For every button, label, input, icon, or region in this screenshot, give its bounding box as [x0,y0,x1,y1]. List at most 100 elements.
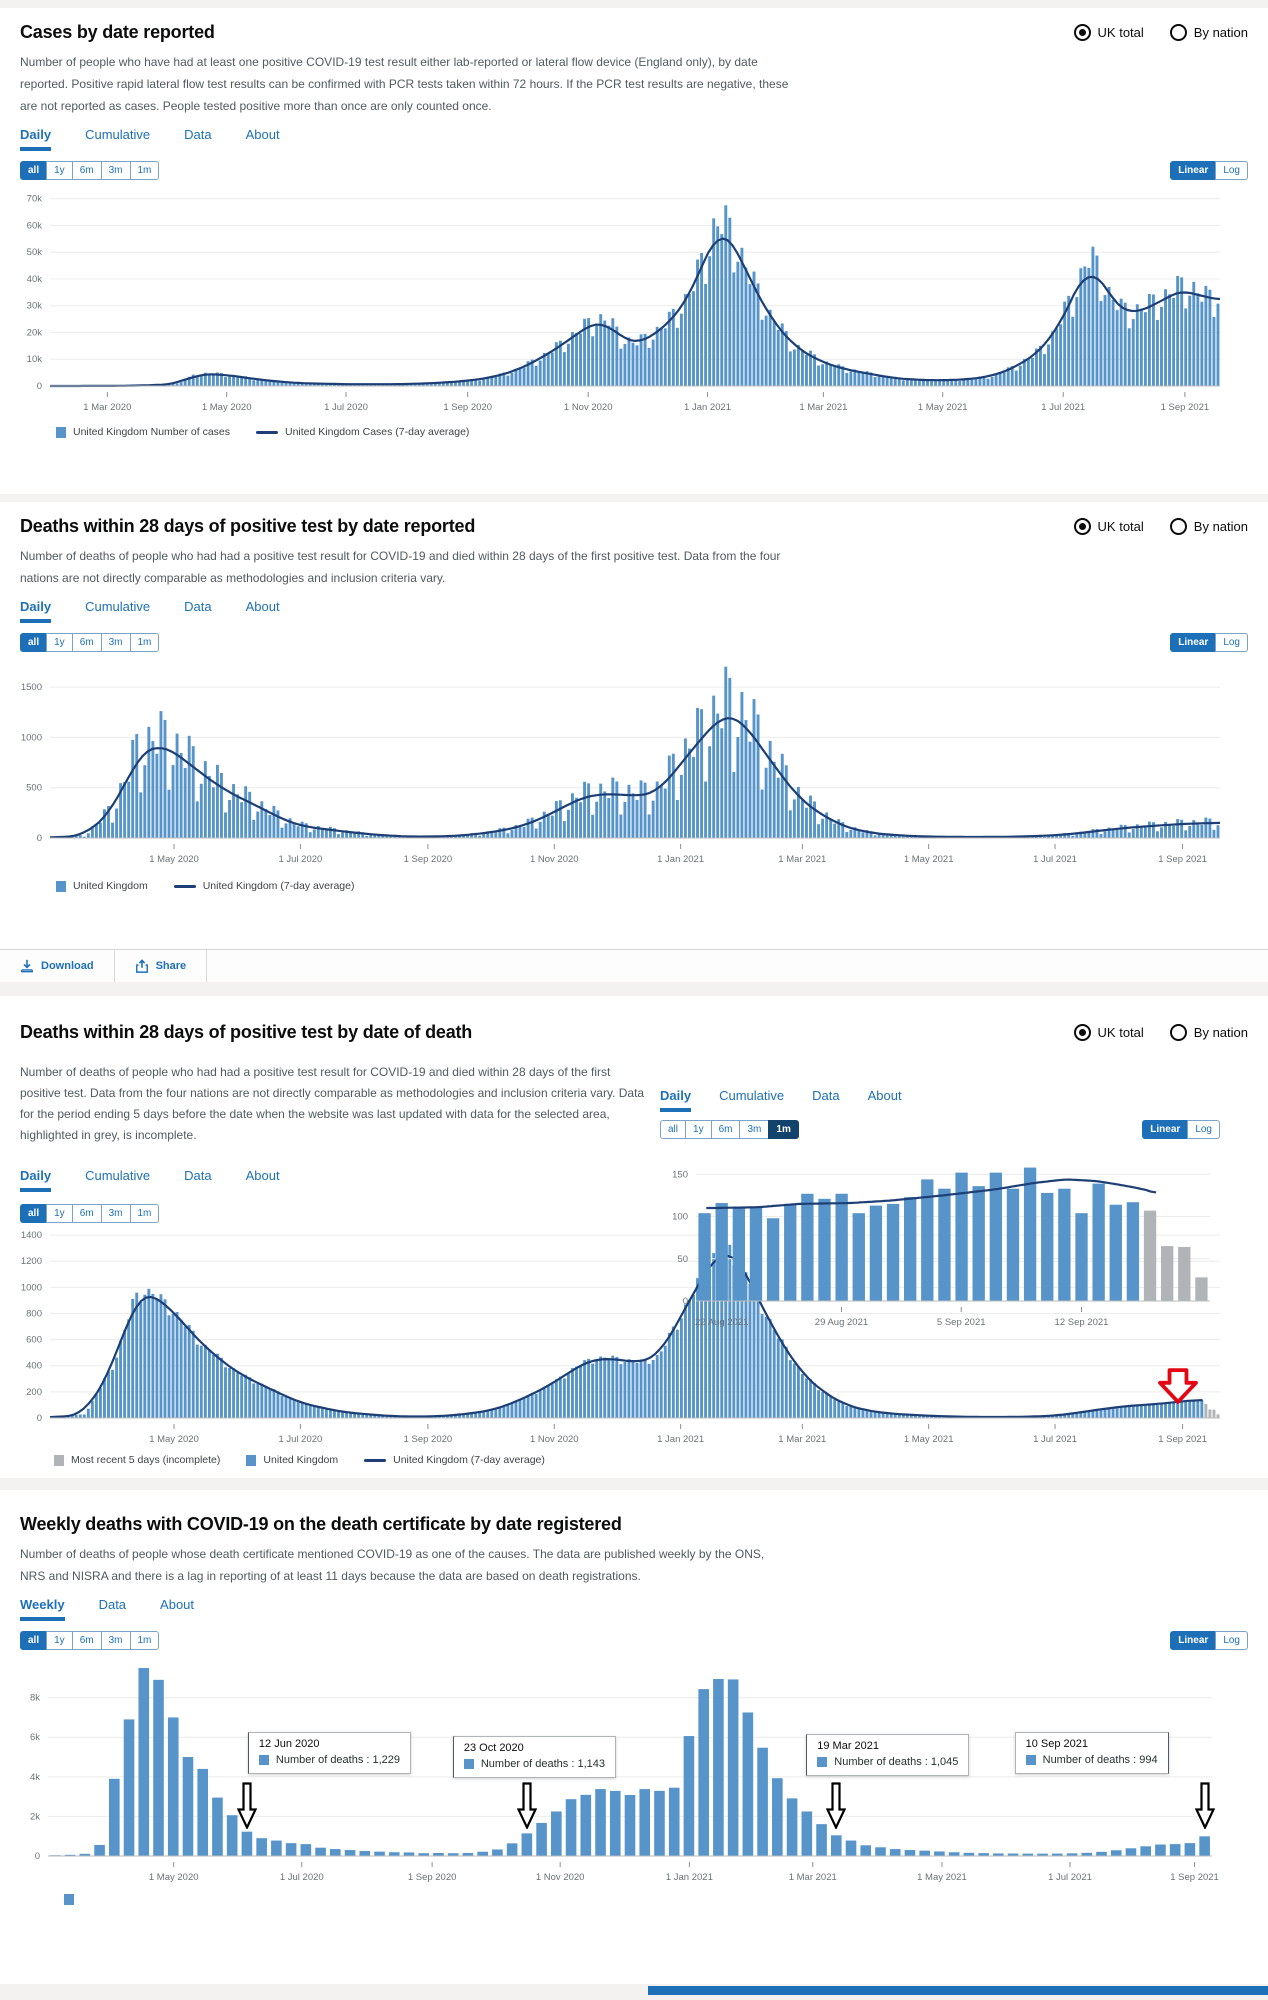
range-1m-button[interactable]: 1m [129,633,160,652]
radio-unselected-icon [1169,1024,1187,1041]
linear-button[interactable]: Linear [1142,1120,1189,1139]
inset-last-month-chart[interactable]: 0 50 100 150 22 Aug 2021 29 Aug 2021 5 Sep 202… [660,1141,1220,1341]
deaths-reported-chart[interactable]: 0 500 1000 1500 1 May 2020 1 Jul 2020 1 Sep 20… [20,656,1248,878]
chart-actions-bar: Download Share [0,949,1268,982]
range-6m-button[interactable]: 6m [710,1120,741,1139]
range-1y-button[interactable]: 1y [46,161,73,180]
linear-button[interactable]: Linear [1170,161,1217,180]
radio-uk-total[interactable]: UK total [1073,24,1144,41]
tab-about[interactable]: About [160,1597,195,1612]
svg-text:8k: 8k [30,1693,40,1704]
tab-about[interactable]: About [245,599,280,614]
radio-by-nation[interactable]: By nation [1169,1024,1248,1041]
tab-daily[interactable]: Daily [20,127,52,151]
tab-about[interactable]: About [867,1088,902,1103]
tab-daily[interactable]: Daily [20,599,52,623]
log-button[interactable]: Log [1215,633,1248,652]
range-all-button[interactable]: all [20,161,48,180]
range-1y-button[interactable]: 1y [685,1120,712,1139]
tab-cumulative[interactable]: Cumulative [85,127,151,142]
section-description: Number of deaths of people who had had a… [20,1065,645,1142]
tab-data[interactable]: Data [184,127,212,142]
svg-text:0: 0 [37,1413,42,1424]
svg-text:1200: 1200 [21,1256,42,1267]
tab-data[interactable]: Data [184,1168,212,1183]
svg-text:800: 800 [26,1308,42,1319]
linear-button[interactable]: Linear [1170,633,1217,652]
tab-cumulative[interactable]: Cumulative [85,1168,151,1183]
inset-last-month-panel: Daily Cumulative Data About all 1y 6m 3m… [660,1088,1220,1341]
tab-daily[interactable]: Daily [660,1088,692,1112]
tab-daily[interactable]: Daily [20,1168,52,1192]
legend-label: United Kingdom Number of cases [73,426,230,438]
tab-data[interactable]: Data [812,1088,840,1103]
svg-text:1 Jul 2021: 1 Jul 2021 [1033,1434,1077,1445]
range-all-button[interactable]: all [20,1631,48,1650]
tab-about[interactable]: About [245,1168,280,1183]
tab-data[interactable]: Data [98,1597,127,1612]
radio-unselected-icon [1169,24,1187,41]
svg-text:600: 600 [26,1335,42,1346]
annotation-tooltip: 10 Sep 2021 Number of deaths : 994 [1014,1732,1169,1774]
svg-text:200: 200 [26,1387,42,1398]
share-button[interactable]: Share [115,950,208,982]
svg-text:0: 0 [37,833,42,844]
radio-label: By nation [1193,519,1248,534]
range-1y-button[interactable]: 1y [46,633,73,652]
range-3m-button[interactable]: 3m [100,1631,131,1650]
range-1m-button[interactable]: 1m [129,1631,160,1650]
svg-text:1 Nov 2020: 1 Nov 2020 [530,854,579,865]
chart-legend: United Kingdom Number of cases United Ki… [20,426,1248,438]
svg-text:1 May 2021: 1 May 2021 [904,854,954,865]
scale-toggle-group: Linear Log [1170,1631,1248,1650]
svg-text:22 Aug 2021: 22 Aug 2021 [695,1317,748,1328]
section-weekly-certificate-deaths: Weekly deaths with COVID-19 on the death… [0,1490,1268,1984]
linear-button[interactable]: Linear [1170,1631,1217,1650]
tooltip-value: Number of deaths : 1,143 [480,1758,605,1770]
chart-legend: Most recent 5 days (incomplete) United K… [20,1454,545,1466]
tooltip-value: Number of deaths : 994 [1042,1754,1158,1766]
deaths-by-death-date-chart[interactable]: 0 200 400 600 800 1000 1200 1400 1 May 2020 1 Jul… [20,1216,1248,1450]
svg-text:1 May 2020: 1 May 2020 [149,1434,199,1445]
tab-about[interactable]: About [245,127,280,142]
svg-text:500: 500 [26,783,42,794]
range-all-button[interactable]: all [20,633,48,652]
download-button[interactable]: Download [0,950,115,982]
cases-chart[interactable]: 0 10k 20k 30k 40k 50k 60k 70k 1 Mar 2020 1 May 20… [20,184,1248,424]
page-title: Deaths within 28 days of positive test b… [20,516,476,536]
section-description: Number of people who have had at least o… [20,55,789,113]
tab-cumulative[interactable]: Cumulative [85,599,151,614]
radio-by-nation[interactable]: By nation [1169,24,1248,41]
annotation-arrow-down-icon [236,1782,258,1831]
log-button[interactable]: Log [1187,1120,1220,1139]
range-1m-button[interactable]: 1m [768,1120,799,1139]
chart-tabs: Daily Cumulative Data About [20,1168,280,1192]
radio-uk-total[interactable]: UK total [1073,1024,1144,1041]
range-6m-button[interactable]: 6m [71,1631,102,1650]
range-3m-button[interactable]: 3m [100,161,131,180]
range-1y-button[interactable]: 1y [46,1631,73,1650]
range-3m-button[interactable]: 3m [100,633,131,652]
tab-weekly[interactable]: Weekly [20,1597,65,1621]
range-3m-button[interactable]: 3m [739,1120,770,1139]
range-all-button[interactable]: all [660,1120,687,1139]
legend-label: Most recent 5 days (incomplete) [71,1454,221,1466]
radio-uk-total[interactable]: UK total [1073,518,1144,535]
inset-scale-toggle-group: Linear Log [1142,1120,1220,1139]
svg-text:1 Sep 2021: 1 Sep 2021 [1161,402,1210,413]
range-1m-button[interactable]: 1m [129,161,160,180]
tooltip-date: 12 Jun 2020 [258,1738,320,1750]
svg-text:400: 400 [26,1361,42,1372]
tab-cumulative[interactable]: Cumulative [719,1088,785,1103]
range-1m-button[interactable]: 1m [129,1204,160,1223]
tab-data[interactable]: Data [184,599,212,614]
range-6m-button[interactable]: 6m [71,633,102,652]
range-6m-button[interactable]: 6m [71,161,102,180]
svg-text:150: 150 [672,1169,688,1180]
legend-square-swatch [64,1894,74,1905]
svg-text:1 Mar 2021: 1 Mar 2021 [789,1872,837,1883]
log-button[interactable]: Log [1215,161,1248,180]
svg-text:1500: 1500 [21,682,42,693]
radio-by-nation[interactable]: By nation [1169,518,1248,535]
log-button[interactable]: Log [1215,1631,1248,1650]
